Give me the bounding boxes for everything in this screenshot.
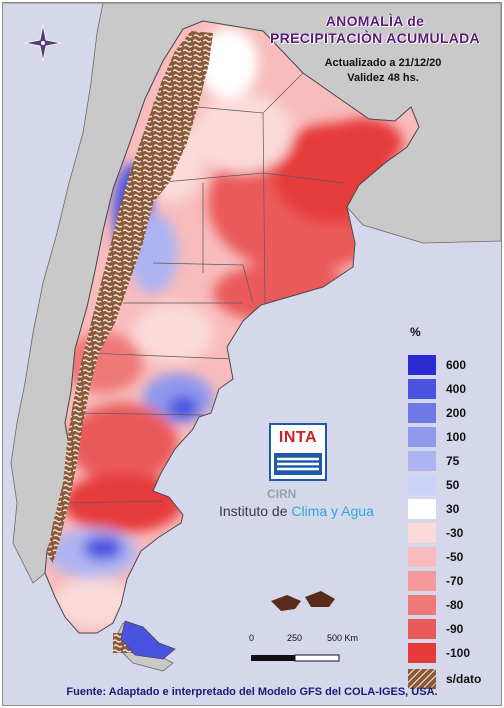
legend-swatch-50 (408, 475, 436, 495)
legend-swatch--50 (408, 547, 436, 567)
legend-label-600: 600 (446, 358, 467, 372)
precipitation-anomaly-map (3, 3, 501, 672)
source-note: Fuente: Adaptado e interpretado del Mode… (66, 686, 438, 698)
legend-label-no-data: s/dato (446, 672, 482, 686)
map-title-line1: ANOMALÌA de (325, 13, 425, 29)
legend-label-75: 75 (446, 454, 460, 468)
inta-logo-text: INTA (278, 429, 318, 446)
legend-label-200: 200 (446, 406, 467, 420)
legend-swatch--100 (408, 643, 436, 663)
legend-label-50: 50 (446, 478, 460, 492)
institute-accent: Clima y Agua (291, 503, 374, 519)
legend-swatch--70 (408, 571, 436, 591)
compass-rose-icon (24, 24, 62, 62)
scale-bar-graphic (251, 654, 340, 662)
legend-swatch-30 (408, 499, 436, 519)
scale-label-500: 500 Km (327, 633, 359, 643)
argentina-outline (44, 20, 420, 634)
validity-period: Validez 48 hs. (347, 72, 419, 84)
color-legend: % 600 400 200 100 75 50 30 -30 -50 -70 -80 -90 -100 s… (404, 325, 500, 689)
map-title-line2: PRECIPITACIÒN ACUMULADA (270, 30, 480, 46)
no-data-andes (47, 31, 213, 563)
legend-swatch-75 (408, 451, 436, 471)
legend-label--100: -100 (446, 646, 471, 660)
legend-swatch-400 (408, 379, 436, 399)
legend-label--80: -80 (446, 598, 464, 612)
scale-label-250: 250 (287, 633, 303, 643)
legend-swatch--90 (408, 619, 436, 639)
legend-unit: % (410, 325, 421, 339)
legend-label--90: -90 (446, 622, 464, 636)
legend-label-30: 30 (446, 502, 460, 516)
legend-swatch-no-data (408, 669, 436, 689)
distance-scale: 0 250 500 Km (243, 633, 363, 673)
legend-label-100: 100 (446, 430, 467, 444)
legend-swatch--80 (408, 595, 436, 615)
legend-label--30: -30 (446, 526, 464, 540)
legend-swatch-100 (408, 427, 436, 447)
scale-label-0: 0 (249, 633, 255, 643)
legend-label--70: -70 (446, 574, 464, 588)
cirn-label: CIRN (267, 487, 297, 501)
legend-label-400: 400 (446, 382, 467, 396)
institute-prefix: Instituto de (219, 503, 292, 519)
inta-logo: INTA (269, 423, 327, 481)
falkland-islands (271, 591, 335, 611)
updated-date: Actualizado a 21/12/20 (324, 57, 442, 69)
legend-label--50: -50 (446, 550, 464, 564)
legend-swatch-600 (408, 355, 436, 375)
institute-name: Instituto de Clima y Agua (219, 503, 374, 519)
tierra-del-fuego (120, 620, 176, 660)
legend-swatch-200 (408, 403, 436, 423)
legend-swatch--30 (408, 523, 436, 543)
inta-waves-icon (274, 453, 322, 475)
